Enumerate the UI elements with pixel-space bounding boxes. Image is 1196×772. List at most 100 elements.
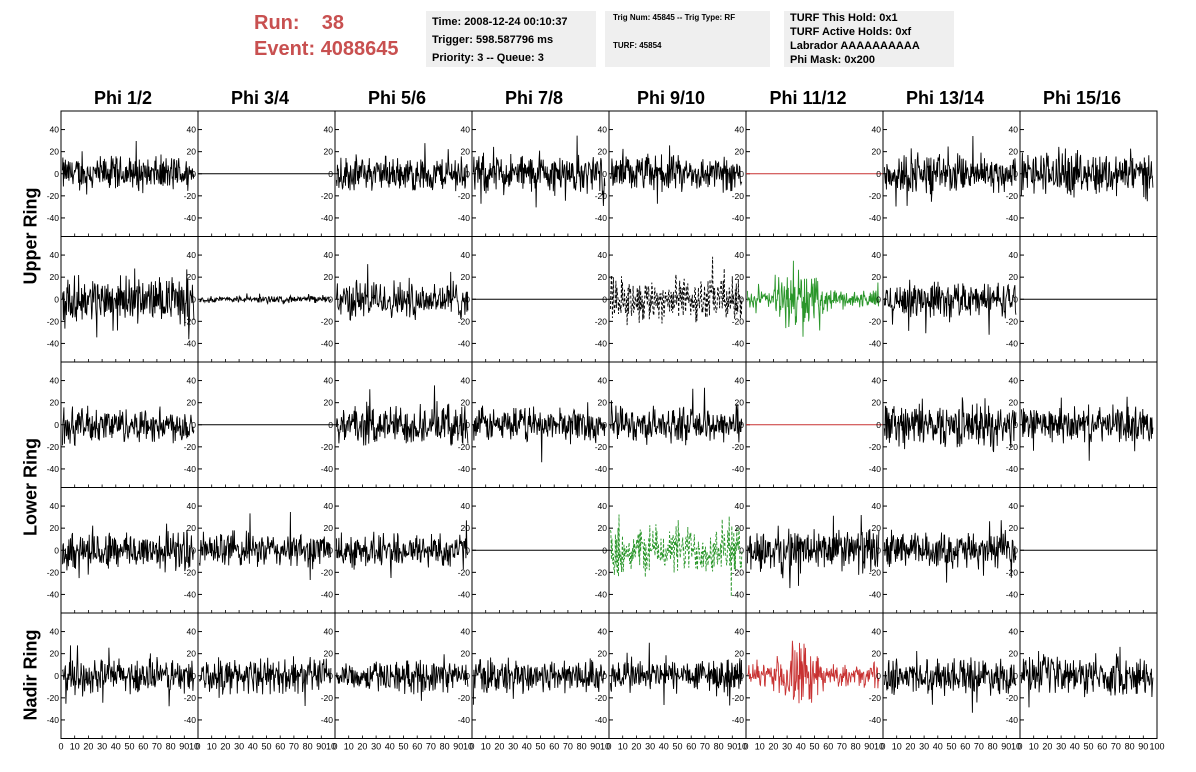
x-tick-label: 70	[837, 742, 847, 752]
waveform-panel-r0-c6: -40 -20 0 20 40	[869, 110, 1021, 237]
y-tick-label: 20	[461, 523, 471, 533]
waveform-trace	[746, 260, 880, 337]
y-tick-label: 40	[324, 125, 334, 135]
waveform-panel-r0-c2: -40 -20 0 20 40	[321, 110, 473, 237]
y-tick-label: -20	[47, 316, 60, 326]
x-tick-label: 40	[796, 742, 806, 752]
x-tick-label: 50	[261, 742, 271, 752]
waveform-panel-r3-c3: -40 -20 0 20 40	[458, 487, 610, 614]
y-tick-label: 0	[876, 545, 881, 555]
y-tick-label: 40	[1009, 627, 1019, 637]
y-tick-label: -20	[458, 191, 471, 201]
y-tick-label: 0	[465, 169, 470, 179]
y-tick-label: 40	[324, 376, 334, 386]
x-tick-label: 10	[892, 742, 902, 752]
x-tick-label: 70	[152, 742, 162, 752]
x-tick-label: 20	[631, 742, 641, 752]
y-tick-label: 0	[191, 671, 196, 681]
y-tick-label: 40	[1009, 376, 1019, 386]
y-tick-label: 40	[187, 376, 197, 386]
x-tick-label: 50	[535, 742, 545, 752]
y-tick-label: 40	[50, 125, 60, 135]
waveform-trace	[883, 650, 1017, 713]
y-tick-label: 40	[324, 501, 334, 511]
waveform-trace	[335, 385, 469, 446]
y-tick-label: 40	[461, 376, 471, 386]
x-tick-label: 80	[851, 742, 861, 752]
y-tick-label: -40	[321, 589, 334, 599]
y-tick-label: 20	[324, 147, 334, 157]
x-tick-label: 60	[823, 742, 833, 752]
column-header-phi-5-6: Phi 5/6	[367, 88, 427, 108]
x-tick-label: 60	[549, 742, 559, 752]
y-tick-label: -20	[869, 693, 882, 703]
x-tick-label: 50	[124, 742, 134, 752]
waveform-panel-r2-c4: -40 -20 0 20 40	[595, 361, 747, 488]
y-tick-label: 0	[739, 169, 744, 179]
y-tick-label: 40	[187, 627, 197, 637]
waveform-trace	[883, 135, 1017, 207]
y-tick-label: 40	[50, 627, 60, 637]
waveform-trace	[609, 387, 743, 446]
waveform-trace	[883, 397, 1017, 453]
x-tick-label-overflow: 10	[737, 742, 747, 752]
x-tick-label: 30	[782, 742, 792, 752]
column-header-phi-3-4: Phi 3/4	[230, 88, 290, 108]
waveform-trace	[61, 405, 195, 447]
y-tick-label: -40	[184, 338, 197, 348]
labrador-text: Labrador AAAAAAAAAA	[790, 40, 920, 52]
y-tick-label: 0	[328, 169, 333, 179]
waveform-trace	[62, 645, 195, 707]
y-tick-label: 0	[54, 545, 59, 555]
y-tick-label: -20	[47, 567, 60, 577]
x-tick-label: 20	[357, 742, 367, 752]
y-tick-label: -20	[184, 567, 197, 577]
x-tick-label: 70	[289, 742, 299, 752]
column-header-phi-11-12: Phi 11/12	[769, 88, 847, 108]
y-tick-label: 20	[735, 523, 745, 533]
waveform-panel-r0-c1: -40 -20 0 20 40	[184, 110, 336, 237]
x-tick-label: 80	[714, 742, 724, 752]
x-tick-label: 40	[111, 742, 121, 752]
y-tick-label: 20	[50, 649, 60, 659]
y-tick-label: -40	[47, 213, 60, 223]
waveform-panel-r2-c7: -40 -20 0 20 40	[1006, 361, 1158, 488]
y-tick-label: -20	[595, 442, 608, 452]
y-tick-label: 0	[739, 294, 744, 304]
x-tick-label: 10	[344, 742, 354, 752]
waveform-trace	[198, 656, 332, 707]
waveform-trace	[199, 293, 332, 305]
waveform-panel-r4-c2: -40 -20 0 20 40	[321, 612, 473, 739]
waveform-panel-r0-c7: -40 -20 0 20 40	[1006, 110, 1158, 237]
waveform-panel-r2-c2: -40 -20 0 20 40	[321, 361, 473, 488]
y-tick-label: 0	[54, 294, 59, 304]
x-tick-label: 10	[755, 742, 765, 752]
y-tick-label: -20	[1006, 316, 1019, 326]
y-tick-label: 40	[461, 250, 471, 260]
y-tick-label: 20	[187, 272, 197, 282]
x-tick-label: 20	[905, 742, 915, 752]
waveform-trace	[335, 520, 468, 579]
x-tick-label: 80	[577, 742, 587, 752]
x-tick-label: 90	[316, 742, 326, 752]
y-tick-label: 0	[328, 545, 333, 555]
y-tick-label: -20	[184, 316, 197, 326]
x-tick-label: 80	[988, 742, 998, 752]
waveform-panel-r1-c7: -40 -20 0 20 40	[1006, 236, 1158, 363]
event-label: Event:	[254, 38, 316, 60]
y-tick-label: 40	[187, 125, 197, 135]
y-tick-label: 20	[50, 523, 60, 533]
y-tick-label: -20	[1006, 693, 1019, 703]
x-tick-label: 60	[412, 742, 422, 752]
y-tick-label: -20	[321, 316, 334, 326]
y-tick-label: -40	[869, 589, 882, 599]
waveform-trace	[472, 135, 606, 208]
y-tick-label: -20	[458, 693, 471, 703]
x-tick-label: 90	[179, 742, 189, 752]
y-tick-label: 0	[191, 169, 196, 179]
y-tick-label: -40	[321, 338, 334, 348]
y-tick-label: 0	[602, 420, 607, 430]
y-tick-label: 20	[735, 147, 745, 157]
y-tick-label: 40	[50, 250, 60, 260]
y-tick-label: 40	[598, 627, 608, 637]
